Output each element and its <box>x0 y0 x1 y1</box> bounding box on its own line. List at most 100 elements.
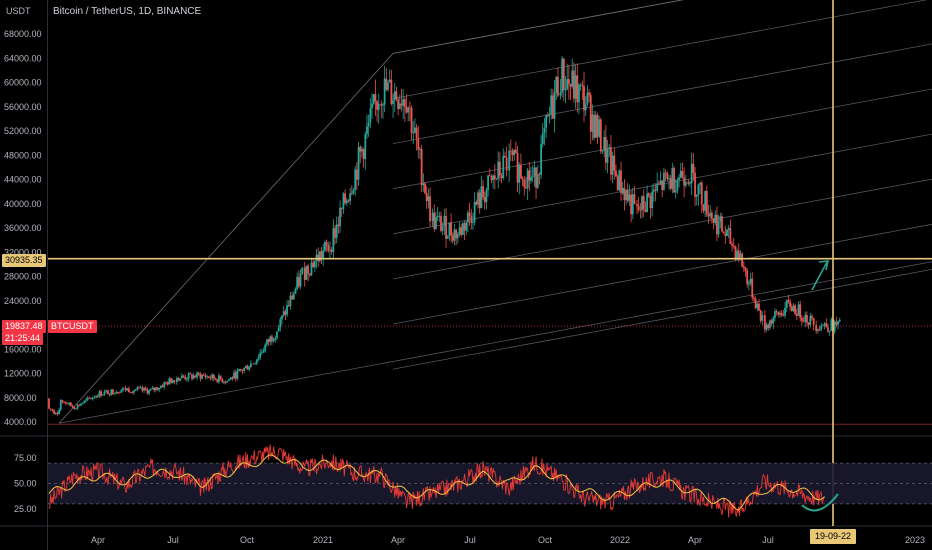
candle-body <box>233 372 235 379</box>
time-tick-label: Apr <box>91 535 105 545</box>
candle-body <box>599 119 602 152</box>
candle-body <box>310 262 313 276</box>
candle-body <box>504 155 506 158</box>
candle-body <box>719 216 722 222</box>
candle-body <box>161 385 164 387</box>
candle-body <box>249 363 252 368</box>
candle-body <box>48 398 50 409</box>
candle-body <box>133 390 135 393</box>
candle-body <box>277 327 280 332</box>
candle-body <box>581 84 584 86</box>
candle-body <box>108 394 111 395</box>
candle-body <box>630 194 633 215</box>
candle-body <box>589 94 592 132</box>
candle-body <box>492 175 495 181</box>
candle-body <box>642 196 645 210</box>
candle-body <box>192 375 195 379</box>
candle-body <box>181 375 183 379</box>
candle-body <box>651 191 654 209</box>
candle-body <box>63 401 66 403</box>
candle-body <box>344 193 347 204</box>
candle-body <box>705 190 708 215</box>
candle-body <box>671 168 674 189</box>
candle-body <box>536 174 539 188</box>
candle-body <box>156 387 159 390</box>
candle-body <box>184 376 187 380</box>
candle-body <box>780 312 783 316</box>
candle-body <box>567 79 570 84</box>
candle-body <box>186 378 188 380</box>
candle-body <box>608 147 611 149</box>
candle-body <box>787 300 790 303</box>
candle-body <box>151 387 154 390</box>
candle-body <box>350 193 353 195</box>
time-tick-label: Apr <box>688 535 702 545</box>
candle-body <box>345 200 348 204</box>
candle-body <box>274 337 277 340</box>
candle-body <box>809 316 812 325</box>
candle-body <box>710 212 713 219</box>
candle-body <box>812 318 815 325</box>
candle-body <box>493 175 496 180</box>
candle-body <box>146 389 149 394</box>
candle-body <box>51 409 54 411</box>
candle-body <box>349 193 352 202</box>
time-tick-label: 2021 <box>313 535 333 545</box>
crosshair-price-label: 30935.35 <box>2 254 46 267</box>
candle-body <box>756 303 759 309</box>
candle-body <box>435 216 437 229</box>
candle-body <box>823 323 826 326</box>
candle-body <box>749 278 752 284</box>
candle-body <box>495 178 498 180</box>
candle-body <box>149 389 152 391</box>
candle-body <box>621 187 624 194</box>
candle-body <box>110 389 113 395</box>
candle-body <box>54 413 57 414</box>
candle-body <box>615 170 617 177</box>
candle-body <box>81 403 84 405</box>
candle-body <box>324 242 326 251</box>
candle-body <box>604 137 607 163</box>
candle-body <box>438 215 441 217</box>
candle-body <box>259 352 262 358</box>
candle-body <box>305 265 308 280</box>
candle-body <box>85 399 87 401</box>
candle-body <box>772 317 775 324</box>
candle-body <box>790 306 793 312</box>
price-tick-label: 40000.00 <box>4 199 42 209</box>
candle-body <box>448 222 451 237</box>
candle-body <box>657 183 660 185</box>
bar-countdown-label: 21:25:44 <box>2 332 44 345</box>
candle-body <box>58 409 60 415</box>
candle-body <box>461 223 464 235</box>
candle-body <box>339 207 341 227</box>
candle-body <box>468 212 471 217</box>
candle-body <box>139 387 142 389</box>
candle-body <box>663 172 665 191</box>
candle-body <box>473 201 476 222</box>
candle-body <box>758 303 760 311</box>
candle-body <box>61 400 64 402</box>
candle-body <box>637 205 640 210</box>
candle-body <box>559 92 562 96</box>
candle-body <box>593 114 595 138</box>
candle-body <box>618 170 621 191</box>
candle-body <box>243 367 246 371</box>
candle-body <box>229 377 232 380</box>
candle-body <box>478 192 481 209</box>
candle-body <box>754 298 757 309</box>
candle-body <box>707 214 710 217</box>
candle-body <box>246 365 249 370</box>
candle-body <box>95 396 98 398</box>
candle-body <box>546 115 549 117</box>
candle-body <box>644 209 647 213</box>
candle-body <box>264 344 267 351</box>
candle-body <box>313 260 316 268</box>
candle-body <box>303 267 306 280</box>
candle-body <box>105 390 108 392</box>
candle-body <box>144 388 147 390</box>
candle-body <box>633 194 636 205</box>
candle-body <box>453 229 456 241</box>
candle-body <box>287 305 290 307</box>
